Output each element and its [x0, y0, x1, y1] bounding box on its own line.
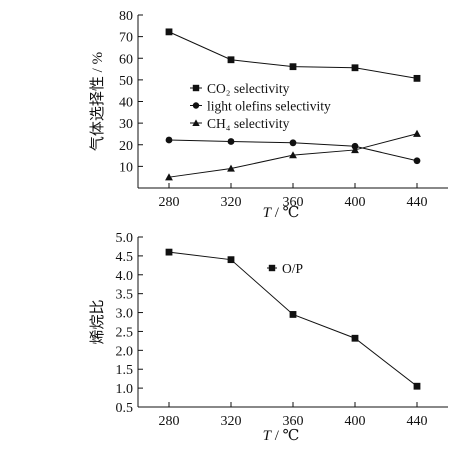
y-axis-label: 气体选择性 / %: [89, 52, 106, 151]
data-point: [289, 139, 297, 147]
x-tick-label: 440: [407, 414, 428, 429]
data-point: [227, 138, 235, 145]
data-point: [289, 311, 297, 318]
data-point: [165, 248, 173, 256]
y-tick-label: 1.5: [116, 363, 134, 378]
legend-label: O/P: [282, 261, 303, 276]
data-point: [289, 63, 297, 71]
data-point: [351, 146, 359, 154]
series-2: [165, 136, 421, 165]
legend-label: CH₄ selectivity: [207, 116, 290, 131]
data-point: [227, 164, 235, 172]
chart-panel-2: 0.5 1.0 1.5 2.0 2.5 3.0 3.5 4.0 4.5 5.0 280 320 360 4…: [89, 231, 448, 444]
x-tick-label: 320: [221, 195, 242, 210]
x-axis-label: T / ℃: [263, 428, 300, 444]
x-axis-variable: T: [263, 428, 273, 444]
x-tick-label: 320: [221, 414, 242, 429]
data-point: [227, 256, 235, 264]
data-point: [227, 56, 235, 64]
data-point: [165, 28, 173, 36]
legend-entry-3: CH₄ selectivity: [190, 116, 290, 131]
x-tick-label: 400: [345, 414, 366, 429]
y-tick-label: 60: [119, 52, 133, 67]
legend-entry-2: light olefins selectivity: [190, 99, 331, 114]
y-tick-label: 0.5: [116, 401, 134, 416]
x-tick-label: 360: [283, 414, 304, 429]
x-axis-unit: / ℃: [271, 205, 299, 221]
y-tick-label: 2.5: [116, 325, 134, 340]
x-axis-unit: / ℃: [271, 428, 299, 444]
chart-panel-1: 10 20 30 40 50 60 70 80 280 320 360 400 440 T / ℃ 气体选择…: [89, 9, 448, 221]
y-tick-label: 20: [119, 139, 133, 154]
legend-marker: [192, 102, 200, 109]
y-tick-label: 1.0: [116, 382, 134, 397]
legend-marker: [192, 119, 200, 126]
data-point: [351, 64, 359, 72]
x-tick-label: 280: [159, 195, 180, 210]
x-axis-variable: T: [263, 205, 273, 221]
y-tick-label: 5.0: [116, 231, 134, 246]
data-point: [413, 74, 421, 82]
series-1: [165, 28, 421, 82]
data-point: [351, 334, 359, 342]
data-point: [165, 136, 173, 144]
y-tick-label: 3.0: [116, 307, 134, 322]
x-tick-label: 440: [407, 195, 428, 210]
y-tick-label: 70: [119, 31, 133, 46]
legend-label: light olefins selectivity: [207, 99, 331, 114]
legend-entry-1: CO₂ selectivity: [190, 81, 290, 96]
legend-marker: [192, 84, 200, 92]
y-tick-label: 10: [119, 160, 133, 175]
legend-entry-1: O/P: [267, 261, 303, 276]
data-point: [413, 382, 421, 390]
series-line: [168, 31, 418, 79]
y-tick-label: 4.0: [116, 269, 134, 284]
data-point: [413, 129, 421, 137]
y-tick-label: 3.5: [116, 288, 134, 303]
y-tick-label: 2.0: [116, 344, 134, 359]
x-tick-label: 360: [283, 195, 304, 210]
series-3: [165, 129, 421, 181]
legend-marker: [268, 264, 276, 272]
y-tick-label: 80: [119, 9, 133, 24]
y-axis-label: 烯烷比: [89, 299, 106, 344]
data-point: [413, 157, 421, 165]
x-tick-label: 400: [345, 195, 366, 210]
y-tick-label: 4.5: [116, 250, 134, 265]
legend-label: CO₂ selectivity: [207, 81, 290, 96]
x-tick-label: 280: [159, 414, 180, 429]
y-tick-label: 40: [119, 96, 133, 111]
x-axis-label: T / ℃: [263, 205, 300, 221]
data-point: [289, 151, 297, 159]
series-1: [165, 248, 421, 390]
y-tick-label: 50: [119, 74, 133, 89]
y-tick-label: 30: [119, 117, 133, 132]
data-point: [165, 173, 173, 181]
